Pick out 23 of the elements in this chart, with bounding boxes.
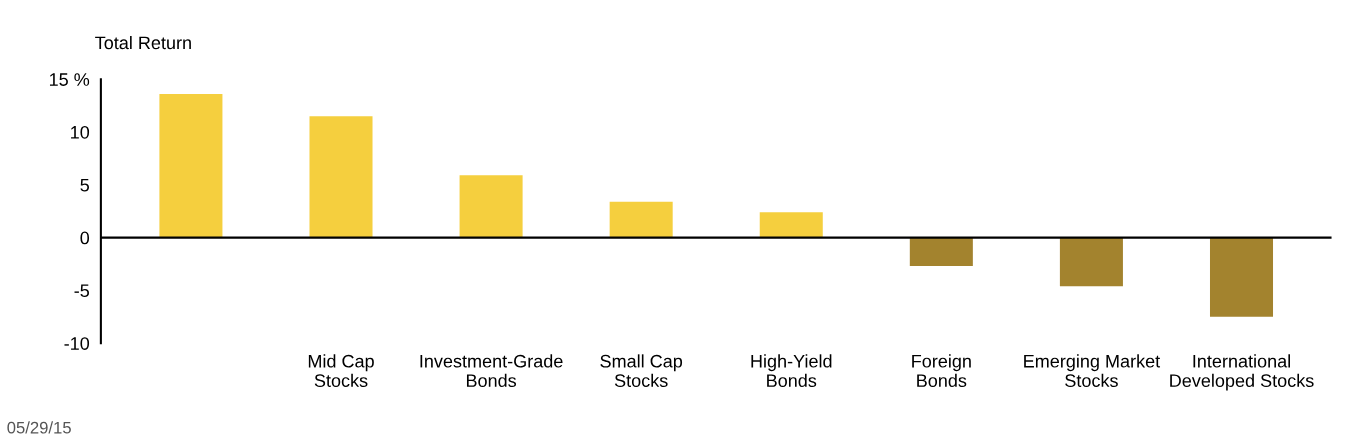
bar [159, 93, 223, 238]
y-tick-label: -5 [74, 284, 90, 298]
y-tick-label: -10 [64, 337, 90, 350]
bar [609, 201, 673, 238]
bar [1059, 237, 1123, 287]
bar [759, 212, 823, 238]
x-tick-label: Mid Cap Stocks [308, 354, 374, 388]
x-tick-label: International Developed Stocks [1170, 354, 1314, 391]
bar [909, 237, 973, 267]
x-tick-label: High-Yield Bonds [751, 354, 832, 388]
bar [1209, 237, 1274, 317]
text: 05/29/15 [7, 421, 71, 434]
x-tick-label: Foreign Bonds [912, 354, 971, 388]
y-tick-label: 10 [71, 125, 90, 139]
bar [309, 116, 373, 238]
y-tick-label: 15 % [49, 73, 90, 86]
x-tick-label: Small Cap Stocks [600, 354, 683, 388]
y-axis-title: Total Return [95, 35, 191, 50]
y-tick-label: 0 [80, 231, 90, 245]
y-tick-label: 5 [80, 178, 90, 192]
bar [459, 175, 523, 238]
x-tick-label: Emerging Market Stocks [1024, 354, 1161, 388]
x-tick-label: Investment-Grade Bonds [420, 354, 563, 388]
